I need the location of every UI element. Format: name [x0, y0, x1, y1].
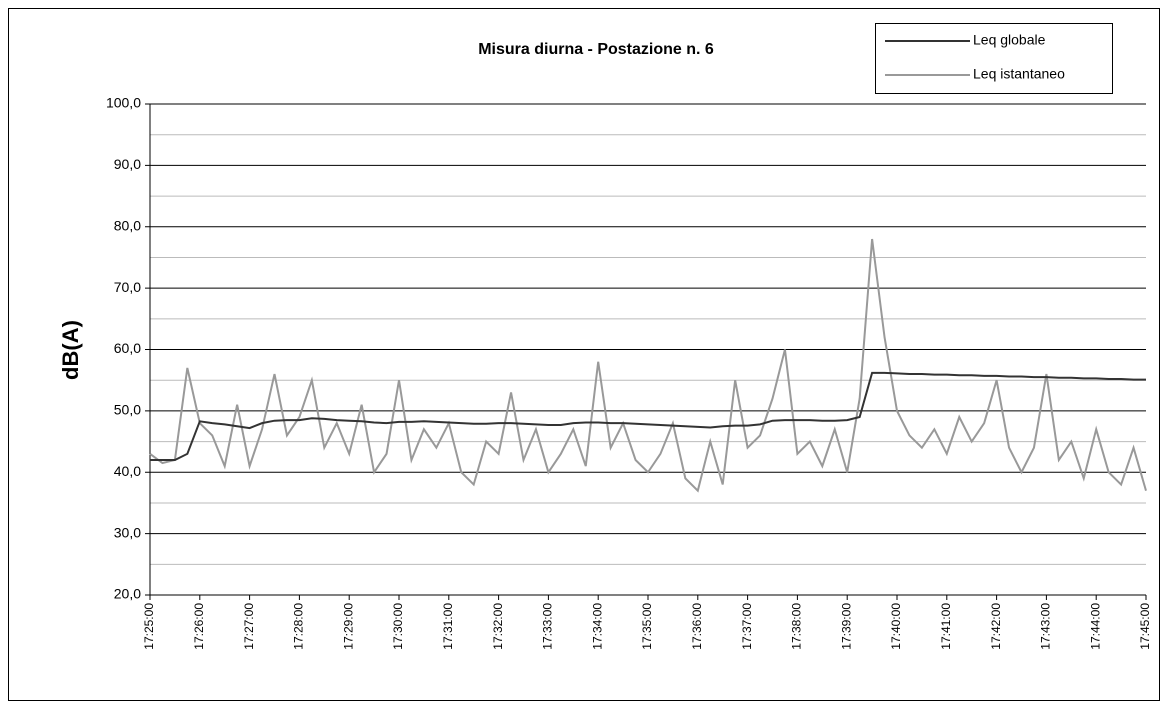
x-tick-label: 17:40:00 [889, 603, 903, 650]
y-tick-label: 20,0 [114, 586, 141, 602]
x-tick-label: 17:43:00 [1039, 603, 1053, 650]
x-tick-label: 17:32:00 [491, 603, 505, 650]
x-tick-label: 17:33:00 [541, 603, 555, 650]
y-tick-label: 90,0 [114, 156, 141, 172]
legend-label: Leq istantaneo [973, 66, 1065, 82]
x-tick-label: 17:35:00 [640, 603, 654, 650]
series-line [149, 238, 1147, 493]
legend-box [875, 23, 1113, 94]
x-tick-label: 17:31:00 [441, 603, 455, 650]
x-tick-label: 17:30:00 [391, 603, 405, 650]
chart-border [8, 8, 1160, 701]
x-tick-label: 17:29:00 [341, 603, 355, 650]
y-tick-label: 80,0 [114, 217, 141, 233]
x-tick-label: 17:34:00 [590, 603, 604, 650]
x-tick-label: 17:45:00 [1138, 603, 1152, 650]
series-line [150, 371, 1146, 461]
x-tick-label: 17:37:00 [740, 603, 754, 650]
x-tick-label: 17:25:00 [142, 603, 156, 650]
y-tick-label: 70,0 [114, 279, 141, 295]
y-tick-label: 60,0 [114, 340, 141, 356]
y-axis-label: dB(A) [58, 320, 83, 380]
x-tick-label: 17:41:00 [939, 603, 953, 650]
chart-title: Misura diurna - Postazione n. 6 [478, 41, 714, 58]
x-tick-label: 17:36:00 [690, 603, 704, 650]
legend-label: Leq globale [973, 32, 1046, 48]
x-tick-label: 17:38:00 [790, 603, 804, 650]
x-tick-label: 17:27:00 [242, 603, 256, 650]
y-tick-label: 100,0 [106, 95, 141, 111]
x-tick-label: 17:44:00 [1088, 603, 1102, 650]
y-tick-label: 50,0 [114, 402, 141, 418]
x-tick-label: 17:26:00 [192, 603, 206, 650]
y-tick-label: 30,0 [114, 524, 141, 540]
y-tick-label: 40,0 [114, 463, 141, 479]
x-tick-label: 17:42:00 [989, 603, 1003, 650]
x-tick-label: 17:28:00 [292, 603, 306, 650]
x-tick-label: 17:39:00 [839, 603, 853, 650]
